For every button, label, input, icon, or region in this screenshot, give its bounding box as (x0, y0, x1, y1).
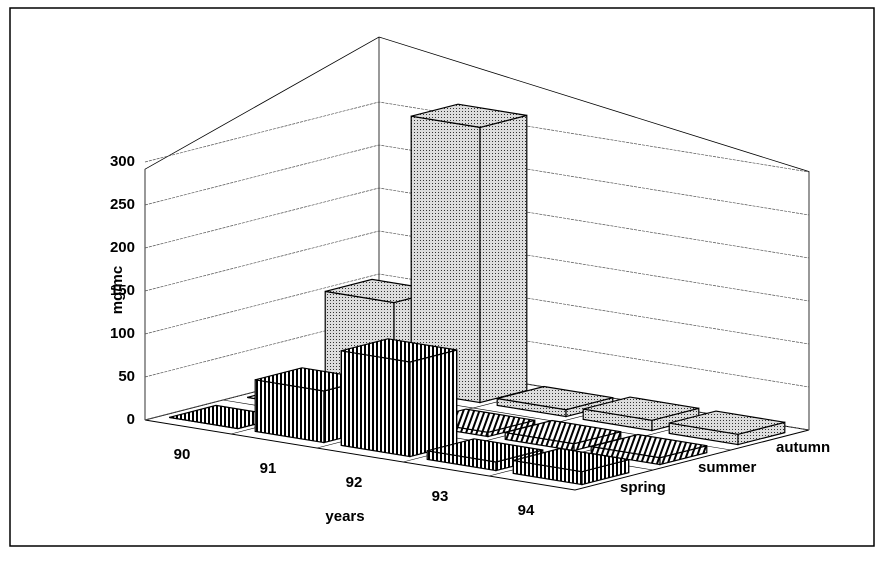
y-tick-label: 250 (110, 196, 135, 213)
legend-label: autumn (776, 439, 830, 456)
bar (504, 419, 622, 452)
y-axis-label: mg/mc (109, 266, 126, 314)
x-tick-label: 91 (260, 460, 277, 477)
frame (9, 7, 875, 547)
bars (169, 103, 786, 486)
bar (410, 103, 528, 404)
bar (590, 433, 708, 466)
y-tick-label: 300 (110, 153, 135, 170)
bar-top (669, 410, 785, 435)
bar-top (341, 338, 457, 363)
y-tick-label: 150 (110, 282, 135, 299)
grid-line (144, 273, 810, 345)
bar-top (427, 438, 543, 463)
y-tick-label: 50 (118, 368, 135, 385)
bar-front (340, 350, 411, 458)
bar (340, 338, 458, 458)
bar (512, 447, 630, 486)
x-tick-label: 92 (346, 474, 363, 491)
grid-line (144, 230, 810, 302)
bar-side (409, 349, 458, 458)
grid-line (144, 187, 810, 259)
bar-top (513, 447, 629, 473)
legend-label: spring (620, 479, 666, 496)
bar (668, 410, 786, 446)
y-tick-label: 0 (127, 411, 135, 428)
x-tick-label: 93 (432, 488, 449, 505)
bar-side (479, 114, 528, 404)
grid-line (144, 144, 810, 216)
bar-top (411, 103, 527, 129)
bar-top (591, 433, 707, 459)
x-axis-label: years (325, 508, 364, 525)
y-tick-label: 100 (110, 325, 135, 342)
grid-line (144, 101, 810, 173)
x-tick-label: 90 (174, 446, 191, 463)
bar-top (583, 396, 699, 421)
x-tick-label: 94 (518, 502, 535, 519)
bar-top (505, 419, 621, 445)
bar-top (497, 385, 613, 411)
legend-label: summer (698, 459, 757, 476)
y-tick-label: 200 (110, 239, 135, 256)
